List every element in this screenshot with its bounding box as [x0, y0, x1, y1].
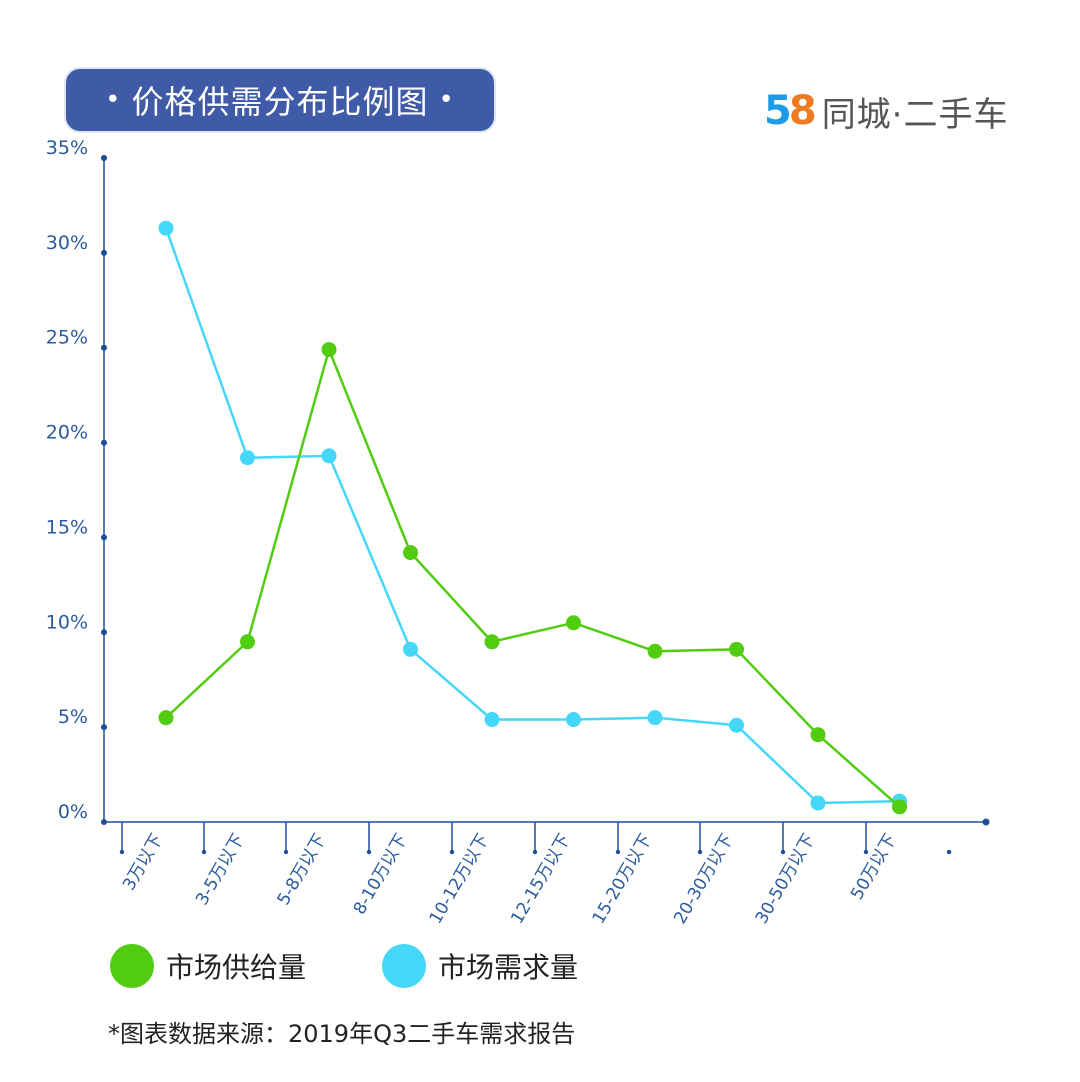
y-tick-dot [101, 439, 107, 446]
x-separator-dot [532, 849, 538, 855]
data-point-supply [240, 634, 255, 650]
data-point-demand [158, 220, 174, 236]
x-separator-dot [946, 849, 952, 855]
footnote-source: *图表数据来源：2019年Q3二手车需求报告 [108, 1020, 576, 1048]
data-point-supply [484, 634, 500, 650]
x-separator-dot [780, 849, 786, 855]
data-point-supply [810, 727, 826, 743]
x-separator-dot [697, 849, 703, 855]
brand-digit-5: 5 [764, 88, 792, 134]
x-tick-label: 10-12万以下 [426, 831, 494, 928]
x-separator-dot [863, 849, 869, 855]
legend-swatch-demand [382, 944, 426, 988]
data-point-supply [729, 641, 744, 657]
legend-item-demand: 市场需求量 [382, 944, 578, 988]
data-point-demand [321, 448, 337, 464]
legend-label-demand: 市场需求量 [438, 951, 579, 984]
x-separator-dot [366, 849, 372, 855]
data-point-supply [321, 342, 337, 358]
y-tick-label: 5% [58, 706, 88, 728]
legend-swatch-supply [110, 944, 154, 988]
chart-title: 价格供需分布比例图 [131, 83, 429, 121]
data-point-supply [158, 710, 174, 726]
x-tick-label: 3-5万以下 [192, 831, 249, 909]
brand-name: 同城·二手车 [821, 94, 1009, 135]
x-tick-label: 5-8万以下 [274, 831, 331, 909]
series-line-supply [165, 348, 901, 808]
y-tick-label: 30% [46, 232, 88, 254]
x-tick-label: 50万以下 [847, 831, 901, 904]
y-tick-label: 35% [46, 137, 88, 159]
x-tick-label: 3万以下 [119, 831, 167, 895]
y-tick-label: 15% [46, 516, 88, 538]
x-separator-dot [283, 849, 289, 855]
x-tick-label: 20-30万以下 [670, 831, 738, 928]
x-separator-dot [615, 849, 621, 855]
chart-title-box: • 价格供需分布比例图 • [64, 67, 496, 133]
y-tick-label: 25% [46, 327, 88, 349]
data-point-supply [403, 545, 418, 561]
y-tick-dot [101, 724, 107, 731]
y-tick-dot [101, 819, 107, 825]
data-point-demand [810, 795, 826, 811]
y-tick-dot [101, 155, 107, 161]
x-tick-label: 12-15万以下 [507, 831, 575, 928]
y-tick-label: 10% [46, 611, 88, 633]
x-separator-dot [119, 849, 125, 855]
series-line-demand [164, 227, 900, 805]
y-tick-dot [101, 249, 107, 256]
data-point-demand [403, 641, 418, 657]
x-separator-dot [201, 849, 207, 855]
y-tick-label: 0% [58, 801, 88, 823]
x-tick-label: 8-10万以下 [350, 831, 412, 919]
x-tick-label: 30-50万以下 [752, 831, 820, 928]
brand-logo: 5 8 同城·二手车 [764, 88, 1009, 135]
data-point-demand [729, 717, 744, 733]
y-tick-dot [101, 629, 107, 636]
data-point-demand [240, 450, 255, 466]
x-separator-dot [449, 849, 455, 855]
legend-item-supply: 市场供给量 [110, 944, 306, 988]
y-tick-dot [101, 344, 107, 351]
title-dot-right: • [438, 85, 455, 115]
title-dot-left: • [105, 85, 122, 115]
data-point-demand [484, 712, 500, 728]
data-point-supply [647, 643, 663, 659]
brand-digit-8: 8 [788, 88, 817, 134]
x-tick-label: 15-20万以下 [589, 831, 657, 928]
legend-label-supply: 市场供给量 [166, 951, 307, 984]
x-axis-end-dot [982, 818, 990, 826]
data-point-supply [892, 799, 907, 815]
y-tick-label: 20% [46, 422, 88, 444]
y-tick-dot [101, 534, 107, 541]
data-point-demand [566, 712, 581, 728]
data-point-supply [566, 615, 581, 631]
data-point-demand [647, 710, 663, 726]
